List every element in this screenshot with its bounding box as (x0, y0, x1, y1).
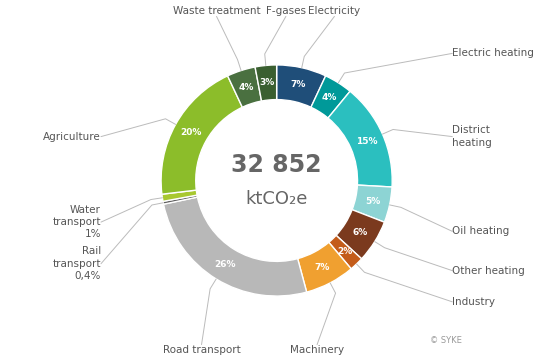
Text: F-gases: F-gases (266, 6, 306, 16)
Text: Agriculture: Agriculture (43, 132, 101, 142)
Text: District
heating: District heating (452, 125, 492, 148)
Wedge shape (297, 242, 351, 292)
Text: ktCO₂e: ktCO₂e (245, 190, 308, 208)
Text: © SYKE: © SYKE (430, 336, 461, 345)
Wedge shape (329, 235, 361, 269)
Text: 7%: 7% (290, 80, 306, 89)
Text: 32 852: 32 852 (231, 153, 322, 178)
Text: Waste treatment: Waste treatment (173, 6, 260, 16)
Text: 6%: 6% (353, 228, 368, 237)
Text: 7%: 7% (315, 263, 330, 272)
Wedge shape (227, 67, 261, 107)
Wedge shape (336, 210, 384, 259)
Text: Water
transport
1%: Water transport 1% (52, 205, 101, 239)
Wedge shape (163, 195, 197, 204)
Text: 20%: 20% (180, 128, 201, 137)
Text: Electric heating: Electric heating (452, 48, 534, 58)
Wedge shape (162, 190, 197, 201)
Wedge shape (163, 197, 307, 296)
Text: 5%: 5% (365, 197, 380, 206)
Wedge shape (352, 185, 392, 222)
Text: Other heating: Other heating (452, 266, 525, 276)
Text: 15%: 15% (356, 136, 378, 145)
Wedge shape (328, 91, 392, 187)
Wedge shape (255, 65, 277, 101)
Wedge shape (311, 76, 350, 118)
Text: Rail
transport
0,4%: Rail transport 0,4% (52, 246, 101, 281)
Text: 3%: 3% (260, 78, 275, 87)
Text: 26%: 26% (215, 260, 236, 269)
Wedge shape (277, 65, 326, 107)
Wedge shape (161, 76, 242, 194)
Text: Road transport: Road transport (163, 345, 240, 355)
Text: Electricity: Electricity (309, 6, 360, 16)
Text: Machinery: Machinery (290, 345, 344, 355)
Text: 4%: 4% (321, 93, 337, 102)
Text: Industry: Industry (452, 297, 495, 307)
Text: 2%: 2% (337, 247, 352, 256)
Text: 4%: 4% (239, 83, 254, 92)
Text: Oil heating: Oil heating (452, 226, 509, 236)
